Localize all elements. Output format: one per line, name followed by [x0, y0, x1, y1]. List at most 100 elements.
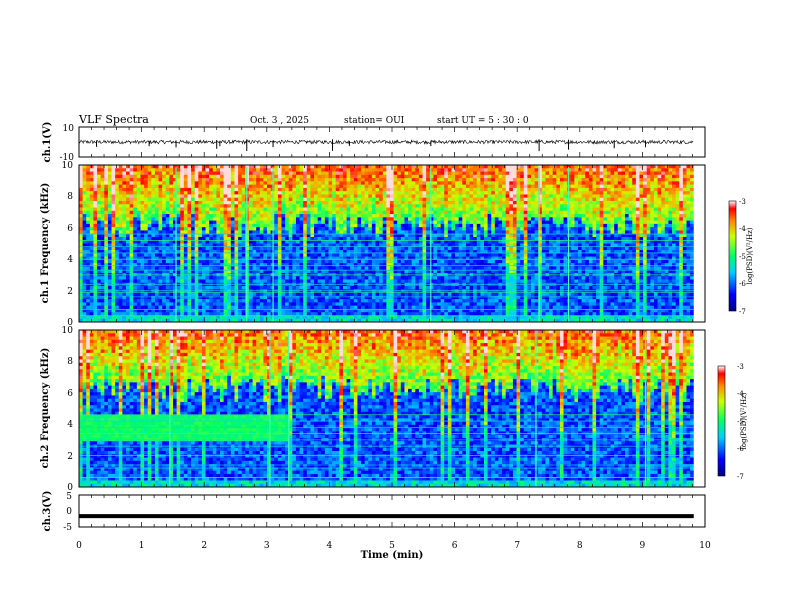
spec1-cell	[220, 263, 225, 267]
spec1-cell	[169, 181, 174, 186]
spec1-cell	[198, 174, 203, 179]
spec1-cell	[393, 236, 398, 241]
spec1-cell	[140, 171, 145, 176]
spec1-cell	[100, 184, 105, 189]
spec1-cell	[285, 299, 290, 303]
spec1-cell	[82, 315, 87, 320]
spec1-cell	[426, 266, 431, 271]
spec1-cell	[107, 269, 112, 274]
spec1-cell	[205, 181, 210, 186]
spec1-cell	[361, 269, 366, 274]
spec1-cell	[259, 279, 264, 284]
spec1-cell	[176, 168, 181, 172]
spec1-cell	[194, 279, 199, 284]
spec1-cell	[173, 292, 178, 297]
spec1-cell	[267, 233, 272, 238]
spec1-cell	[230, 227, 235, 231]
spec1-cell	[158, 266, 163, 271]
spec1-cell	[79, 253, 84, 257]
spec1-cell	[397, 187, 402, 192]
spec1-cell	[220, 230, 225, 235]
spec1-cell	[324, 315, 329, 320]
spec1-cell	[129, 168, 134, 172]
spec1-cell	[216, 246, 221, 251]
spec1-cell	[183, 295, 188, 300]
spec1-cell	[306, 263, 311, 267]
spec1-cell	[444, 266, 449, 271]
spec1-cell	[386, 253, 391, 257]
spec1-cell	[357, 171, 362, 176]
spec1-cell	[241, 181, 246, 186]
spec1-cell	[292, 200, 297, 205]
spec1-cell	[317, 191, 322, 195]
spec1-cell	[422, 243, 427, 248]
spec1-cell	[400, 279, 405, 284]
spec1-cell	[389, 233, 394, 238]
spec1-cell	[234, 197, 239, 202]
spec1-cell	[288, 223, 293, 228]
spec1-cell	[107, 187, 112, 192]
spec1-cell	[444, 308, 449, 313]
spec1-cell	[173, 286, 178, 290]
spec1-cell	[353, 187, 358, 192]
spec1-cell	[126, 292, 131, 297]
spec1-cell	[209, 299, 214, 303]
spec1-cell	[295, 253, 300, 257]
spec1-cell	[169, 295, 174, 300]
spec1-cell	[136, 181, 141, 186]
spec1-cell	[447, 187, 452, 192]
spec1-cell	[375, 236, 380, 241]
spec1-cell	[173, 181, 178, 186]
spec1-cell	[415, 174, 420, 179]
spec1-cell	[397, 230, 402, 235]
spec1-cell	[212, 168, 217, 172]
spec1-cell	[227, 256, 232, 261]
spec1-cell	[361, 318, 366, 323]
spec1-cell	[411, 295, 416, 300]
spec1-cell	[386, 197, 391, 202]
spec1-cell	[357, 292, 362, 297]
spec1-cell	[364, 276, 369, 280]
spec1-cell	[408, 174, 413, 179]
spec1-cell	[187, 295, 192, 300]
spec1-cell	[400, 286, 405, 290]
spec1-cell	[335, 233, 340, 238]
spec1-cell	[288, 312, 293, 316]
spec1-cell	[97, 256, 102, 261]
spec1-cell	[165, 181, 170, 186]
spec1-cell	[241, 187, 246, 192]
spec1-cell	[292, 187, 297, 192]
spec1-cell	[86, 230, 91, 235]
spec1-cell	[426, 197, 431, 202]
spec1-cell	[447, 240, 452, 244]
spec1-cell	[436, 233, 442, 238]
spec1-cell	[397, 236, 402, 241]
spec1-cell	[426, 233, 431, 238]
spec1-cell	[299, 308, 304, 313]
spec1-cell	[173, 214, 178, 218]
spec1-cell	[328, 181, 333, 186]
spec1-cell	[408, 210, 413, 215]
spec1-cell	[433, 197, 438, 202]
spec1-cell	[176, 269, 181, 274]
spec1-cell	[118, 256, 123, 261]
spec1-cell	[104, 253, 109, 257]
spec1-cell	[281, 220, 286, 225]
spec1-cell	[216, 302, 221, 307]
spec1-cell	[346, 168, 351, 172]
spec1-cell	[82, 292, 87, 297]
spec1-cell	[147, 197, 152, 202]
spec1-cell	[198, 308, 203, 313]
spec1-cell	[382, 200, 387, 205]
spec1-cell	[440, 217, 445, 221]
spec1-cell	[140, 207, 145, 212]
spec1-cell	[303, 165, 308, 169]
spec1-cell	[180, 263, 185, 267]
spec1-cell	[267, 230, 272, 235]
spec1-cell	[447, 191, 452, 195]
spec1-cell	[386, 187, 391, 192]
spec1-cell	[267, 289, 272, 293]
spec1-cell	[100, 263, 105, 267]
spec1-cell	[241, 191, 246, 195]
spec1-cell	[400, 200, 405, 205]
